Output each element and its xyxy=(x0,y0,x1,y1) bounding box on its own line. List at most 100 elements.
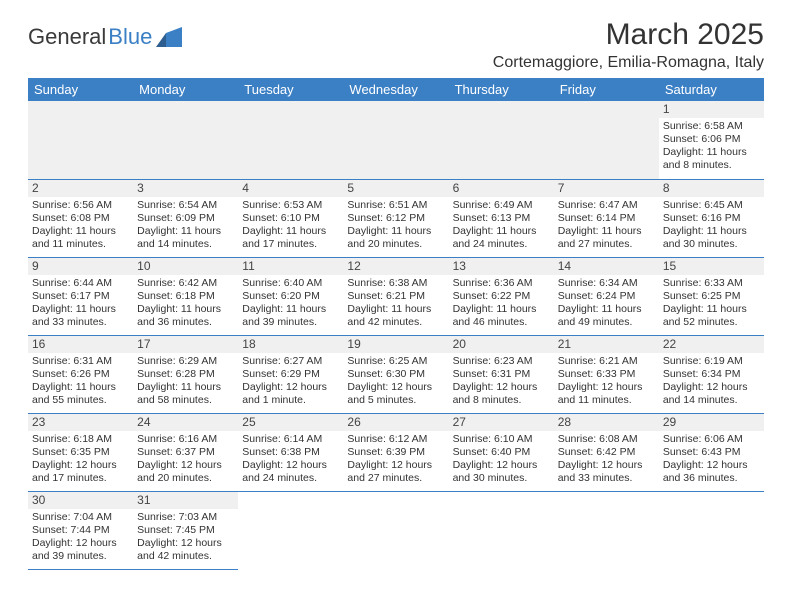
logo-text-1: General xyxy=(28,24,106,50)
day-number: 18 xyxy=(238,336,343,353)
sunrise-text: Sunrise: 6:51 AM xyxy=(347,199,444,212)
calendar-week: 9Sunrise: 6:44 AMSunset: 6:17 PMDaylight… xyxy=(28,257,764,335)
sunset-text: Sunset: 6:42 PM xyxy=(558,446,655,459)
day-number: 29 xyxy=(659,414,764,431)
sunset-text: Sunset: 6:08 PM xyxy=(32,212,129,225)
sunrise-text: Sunrise: 6:36 AM xyxy=(453,277,550,290)
sunrise-text: Sunrise: 6:47 AM xyxy=(558,199,655,212)
calendar-cell xyxy=(238,101,343,179)
daylight-text: Daylight: 12 hours and 8 minutes. xyxy=(453,381,550,407)
weekday-header: Tuesday xyxy=(238,78,343,101)
daylight-text: Daylight: 11 hours and 39 minutes. xyxy=(242,303,339,329)
daylight-text: Daylight: 12 hours and 33 minutes. xyxy=(558,459,655,485)
sunset-text: Sunset: 6:35 PM xyxy=(32,446,129,459)
calendar-cell: 6 Sunrise: 6:49 AMSunset: 6:13 PMDaylight… xyxy=(449,179,554,257)
sunset-text: Sunset: 6:16 PM xyxy=(663,212,760,225)
daylight-text: Daylight: 11 hours and 33 minutes. xyxy=(32,303,129,329)
calendar-cell xyxy=(449,101,554,179)
weekday-header: Wednesday xyxy=(343,78,448,101)
day-number: 26 xyxy=(343,414,448,431)
logo-text-2: Blue xyxy=(108,24,152,50)
sunset-text: Sunset: 6:06 PM xyxy=(663,133,760,146)
daylight-text: Daylight: 11 hours and 46 minutes. xyxy=(453,303,550,329)
day-number: 30 xyxy=(28,492,133,509)
daylight-text: Daylight: 11 hours and 24 minutes. xyxy=(453,225,550,251)
calendar-cell: 12Sunrise: 6:38 AMSunset: 6:21 PMDayligh… xyxy=(343,257,448,335)
calendar-cell xyxy=(28,101,133,179)
calendar-cell: 3Sunrise: 6:54 AMSunset: 6:09 PMDaylight… xyxy=(133,179,238,257)
day-number: 19 xyxy=(343,336,448,353)
sunrise-text: Sunrise: 6:10 AM xyxy=(453,433,550,446)
sunrise-text: Sunrise: 6:21 AM xyxy=(558,355,655,368)
sunset-text: Sunset: 6:17 PM xyxy=(32,290,129,303)
weekday-header: Friday xyxy=(554,78,659,101)
calendar-cell: 2Sunrise: 6:56 AMSunset: 6:08 PMDaylight… xyxy=(28,179,133,257)
daylight-text: Daylight: 12 hours and 17 minutes. xyxy=(32,459,129,485)
daylight-text: Daylight: 12 hours and 11 minutes. xyxy=(558,381,655,407)
sunrise-text: Sunrise: 6:33 AM xyxy=(663,277,760,290)
calendar-cell: 20Sunrise: 6:23 AMSunset: 6:31 PMDayligh… xyxy=(449,335,554,413)
weekday-header: Thursday xyxy=(449,78,554,101)
calendar-cell: 23Sunrise: 6:18 AMSunset: 6:35 PMDayligh… xyxy=(28,413,133,491)
calendar-cell xyxy=(343,491,448,569)
day-number: 28 xyxy=(554,414,659,431)
calendar-cell xyxy=(343,101,448,179)
day-number: 11 xyxy=(238,258,343,275)
daylight-text: Daylight: 12 hours and 27 minutes. xyxy=(347,459,444,485)
logo-mark-icon xyxy=(156,27,184,47)
calendar-week: 2Sunrise: 6:56 AMSunset: 6:08 PMDaylight… xyxy=(28,179,764,257)
sunrise-text: Sunrise: 7:04 AM xyxy=(32,511,129,524)
logo: GeneralBlue xyxy=(28,18,184,50)
calendar-cell: 7Sunrise: 6:47 AMSunset: 6:14 PMDaylight… xyxy=(554,179,659,257)
day-number: 4 xyxy=(238,180,343,197)
sunset-text: Sunset: 6:12 PM xyxy=(347,212,444,225)
header: GeneralBlue March 2025 Cortemaggiore, Em… xyxy=(28,18,764,72)
title-block: March 2025 Cortemaggiore, Emilia-Romagna… xyxy=(493,18,764,72)
sunrise-text: Sunrise: 6:49 AM xyxy=(453,199,550,212)
day-number: 22 xyxy=(659,336,764,353)
daylight-text: Daylight: 12 hours and 24 minutes. xyxy=(242,459,339,485)
daylight-text: Daylight: 11 hours and 11 minutes. xyxy=(32,225,129,251)
daylight-text: Daylight: 12 hours and 20 minutes. xyxy=(137,459,234,485)
calendar-cell xyxy=(133,101,238,179)
sunset-text: Sunset: 6:24 PM xyxy=(558,290,655,303)
calendar-cell: 17Sunrise: 6:29 AMSunset: 6:28 PMDayligh… xyxy=(133,335,238,413)
calendar-cell xyxy=(554,491,659,569)
calendar-week: 30Sunrise: 7:04 AMSunset: 7:44 PMDayligh… xyxy=(28,491,764,569)
calendar-cell: 30Sunrise: 7:04 AMSunset: 7:44 PMDayligh… xyxy=(28,491,133,569)
calendar-cell: 11Sunrise: 6:40 AMSunset: 6:20 PMDayligh… xyxy=(238,257,343,335)
sunset-text: Sunset: 6:09 PM xyxy=(137,212,234,225)
day-number: 6 xyxy=(449,180,554,197)
day-number: 13 xyxy=(449,258,554,275)
weekday-header: Saturday xyxy=(659,78,764,101)
calendar-cell xyxy=(238,491,343,569)
calendar-cell: 21Sunrise: 6:21 AMSunset: 6:33 PMDayligh… xyxy=(554,335,659,413)
calendar-cell xyxy=(449,491,554,569)
day-number: 12 xyxy=(343,258,448,275)
weekday-header: Monday xyxy=(133,78,238,101)
day-number: 31 xyxy=(133,492,238,509)
day-number: 3 xyxy=(133,180,238,197)
calendar-cell: 10Sunrise: 6:42 AMSunset: 6:18 PMDayligh… xyxy=(133,257,238,335)
daylight-text: Daylight: 12 hours and 30 minutes. xyxy=(453,459,550,485)
sunrise-text: Sunrise: 6:25 AM xyxy=(347,355,444,368)
sunset-text: Sunset: 6:20 PM xyxy=(242,290,339,303)
weekday-header: Sunday xyxy=(28,78,133,101)
sunset-text: Sunset: 6:13 PM xyxy=(453,212,550,225)
calendar-cell: 1Sunrise: 6:58 AMSunset: 6:06 PMDaylight… xyxy=(659,101,764,179)
day-number: 8 xyxy=(659,180,764,197)
sunset-text: Sunset: 6:33 PM xyxy=(558,368,655,381)
sunrise-text: Sunrise: 6:31 AM xyxy=(32,355,129,368)
sunset-text: Sunset: 6:30 PM xyxy=(347,368,444,381)
day-number: 20 xyxy=(449,336,554,353)
sunset-text: Sunset: 6:28 PM xyxy=(137,368,234,381)
calendar-cell: 8Sunrise: 6:45 AMSunset: 6:16 PMDaylight… xyxy=(659,179,764,257)
sunrise-text: Sunrise: 6:58 AM xyxy=(663,120,760,133)
daylight-text: Daylight: 11 hours and 55 minutes. xyxy=(32,381,129,407)
calendar-cell: 4Sunrise: 6:53 AMSunset: 6:10 PMDaylight… xyxy=(238,179,343,257)
calendar-cell: 27Sunrise: 6:10 AMSunset: 6:40 PMDayligh… xyxy=(449,413,554,491)
sunrise-text: Sunrise: 6:44 AM xyxy=(32,277,129,290)
calendar-cell: 9Sunrise: 6:44 AMSunset: 6:17 PMDaylight… xyxy=(28,257,133,335)
sunset-text: Sunset: 6:38 PM xyxy=(242,446,339,459)
calendar-cell xyxy=(659,491,764,569)
